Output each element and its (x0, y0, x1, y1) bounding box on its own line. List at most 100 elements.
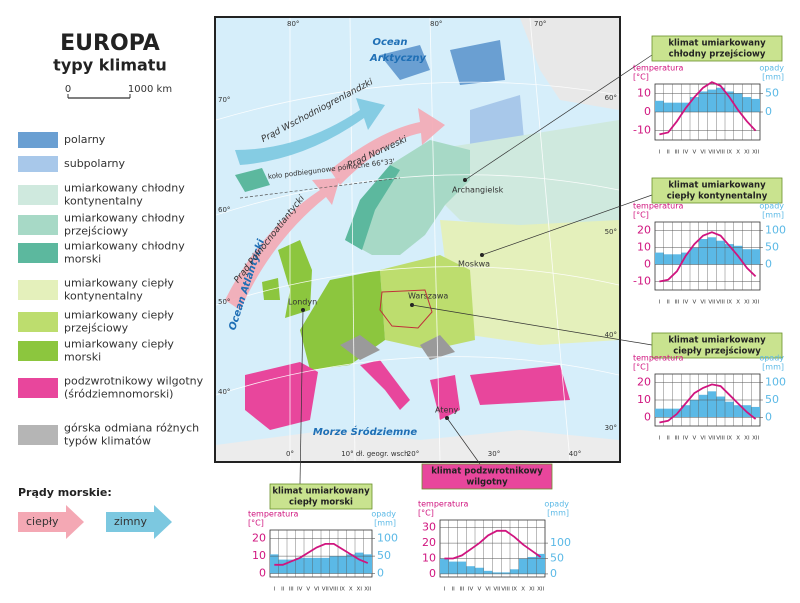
precipitation-bar (716, 240, 725, 265)
precipitation-bar (518, 558, 528, 574)
x-tick-label: I (444, 587, 446, 593)
chart-title: klimat umiarkowany (668, 336, 766, 346)
x-tick-label: II (667, 150, 671, 156)
degree-label: 40° (218, 388, 230, 396)
precipitation-bar (501, 572, 510, 574)
x-tick-label: XII (752, 436, 759, 442)
precipitation-bar (663, 254, 673, 265)
anatolia (470, 365, 570, 405)
x-tick-label: II (452, 587, 456, 593)
y2-axis-label: opady (371, 510, 396, 519)
island (380, 45, 430, 80)
x-tick-label: I (659, 436, 661, 442)
precipitation-bar (440, 558, 449, 574)
ocean-label: Arktyczny (369, 53, 426, 64)
precipitation-bar (363, 554, 372, 574)
precipitation-bar (725, 91, 734, 112)
degree-label: 70° (218, 96, 230, 104)
precipitation-bar (355, 552, 364, 574)
leader-lines (299, 54, 653, 485)
chart-title: wilgotny (466, 478, 508, 488)
x-tick-label: XI (744, 436, 750, 442)
poland-border (379, 289, 433, 329)
precipitation-bar (304, 557, 313, 574)
legend-swatch (18, 156, 58, 172)
y2-tick-label: 0 (765, 410, 772, 423)
precipitation-bar (690, 247, 699, 265)
precipitation-bar (287, 559, 296, 574)
precipitation-bar (655, 100, 664, 112)
warm-current (225, 178, 340, 310)
precipitation-bar (663, 102, 673, 112)
y-axis-unit: [°C] (248, 519, 264, 528)
x-tick-label: XI (744, 150, 750, 156)
greece (430, 375, 460, 420)
temperature-line (659, 231, 757, 283)
degree-label: 60° (218, 206, 230, 214)
y2-axis-label: opady (759, 64, 784, 73)
leader-line (446, 417, 481, 465)
x-tick-label: II (281, 587, 285, 593)
precipitation-bar (483, 570, 493, 574)
y2-tick-label: 50 (765, 393, 779, 406)
region-cold-transitional (345, 140, 470, 255)
y2-axis-label: opady (544, 500, 569, 509)
legend-label: przejściowy (64, 322, 129, 335)
x-tick-label: IV (683, 300, 689, 306)
land (520, 18, 619, 110)
y-axis-unit: [°C] (633, 73, 649, 82)
y2-tick-label: 100 (765, 376, 786, 389)
precipitation-bar (672, 102, 682, 112)
y-tick-label: 0 (429, 567, 436, 580)
degree-label: 40° (569, 450, 581, 458)
precipitation-bar (312, 557, 321, 574)
x-tick-label: III (674, 436, 679, 442)
precipitation-bar (716, 87, 725, 112)
y2-axis-unit: [mm] (762, 211, 784, 220)
precipitation-bar (698, 239, 708, 265)
x-tick-label: III (674, 300, 679, 306)
x-tick-label: I (659, 150, 661, 156)
y2-axis-label: opady (759, 202, 784, 211)
y2-tick-label: 50 (765, 86, 779, 99)
legend-label: morski (64, 253, 101, 266)
temperature-line (444, 529, 542, 560)
precipitation-bar (707, 237, 717, 265)
x-tick-label: XII (364, 587, 371, 593)
currents-title: Prądy morskie: (18, 486, 112, 499)
current-swatch (106, 505, 172, 539)
precipitation-bar (733, 405, 743, 418)
precipitation-bar (492, 572, 502, 574)
precipitation-bar (270, 554, 279, 574)
legend-label: umiarkowany chłodny (64, 182, 185, 195)
legend-swatch (18, 280, 58, 300)
x-tick-label: V (692, 150, 696, 156)
ocean-label: Morze Śródziemne (313, 425, 418, 438)
precipitation-bar (321, 557, 330, 574)
legend-swatch (18, 425, 58, 445)
city-label: Ateny (435, 406, 458, 415)
y-tick-label: 20 (637, 376, 651, 389)
x-tick-label: VI (314, 587, 320, 593)
y2-tick-label: 50 (377, 549, 391, 562)
y2-tick-label: 0 (765, 258, 772, 271)
precipitation-bar (681, 252, 690, 265)
title: EUROPA (60, 31, 160, 56)
precipitation-bar (725, 244, 734, 265)
subtitle: typy klimatu (53, 56, 167, 75)
city-label: Londyn (288, 298, 317, 307)
degree-label: 80° (287, 20, 299, 28)
x-tick-label: I (659, 300, 661, 306)
legend-label: typów klimatów (64, 435, 151, 448)
x-tick-label: XII (752, 150, 759, 156)
degree-label: 20° (407, 450, 419, 458)
legend-label: subpolarny (64, 157, 125, 170)
legend-swatch (18, 341, 58, 361)
legend-label: przejściowy (64, 225, 129, 238)
y-tick-label: 0 (644, 410, 651, 423)
x-tick-label: IX (340, 587, 346, 593)
temperature-line (659, 81, 757, 136)
y-tick-label: 10 (637, 241, 651, 254)
region-warm-transitional (380, 255, 475, 350)
precipitation-bar (338, 556, 347, 574)
